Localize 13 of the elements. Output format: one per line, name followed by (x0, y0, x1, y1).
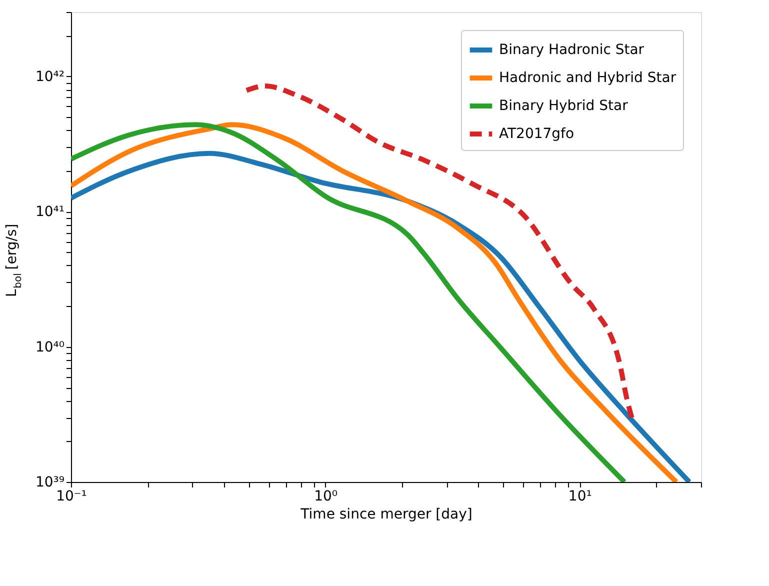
legend-label: AT2017gfo (499, 126, 574, 142)
y-tick-label: 10⁴¹ (35, 204, 64, 220)
x-tick-label: 10⁰ (314, 488, 338, 504)
legend-label: Binary Hadronic Star (499, 42, 644, 58)
x-tick-label: 10⁻¹ (56, 488, 87, 504)
y-tick-label: 10⁴⁰ (35, 339, 65, 356)
legend-label: Hadronic and Hybrid Star (499, 70, 676, 86)
legend-label: Binary Hybrid Star (499, 98, 628, 114)
y-tick-label: 10⁴² (35, 68, 64, 85)
x-axis-title: Time since merger [day] (300, 506, 472, 522)
x-tick-label: 10¹ (568, 488, 592, 504)
y-tick-label: 10³⁹ (35, 474, 65, 490)
y-axis-title: Lbol [erg/s] (4, 224, 24, 297)
